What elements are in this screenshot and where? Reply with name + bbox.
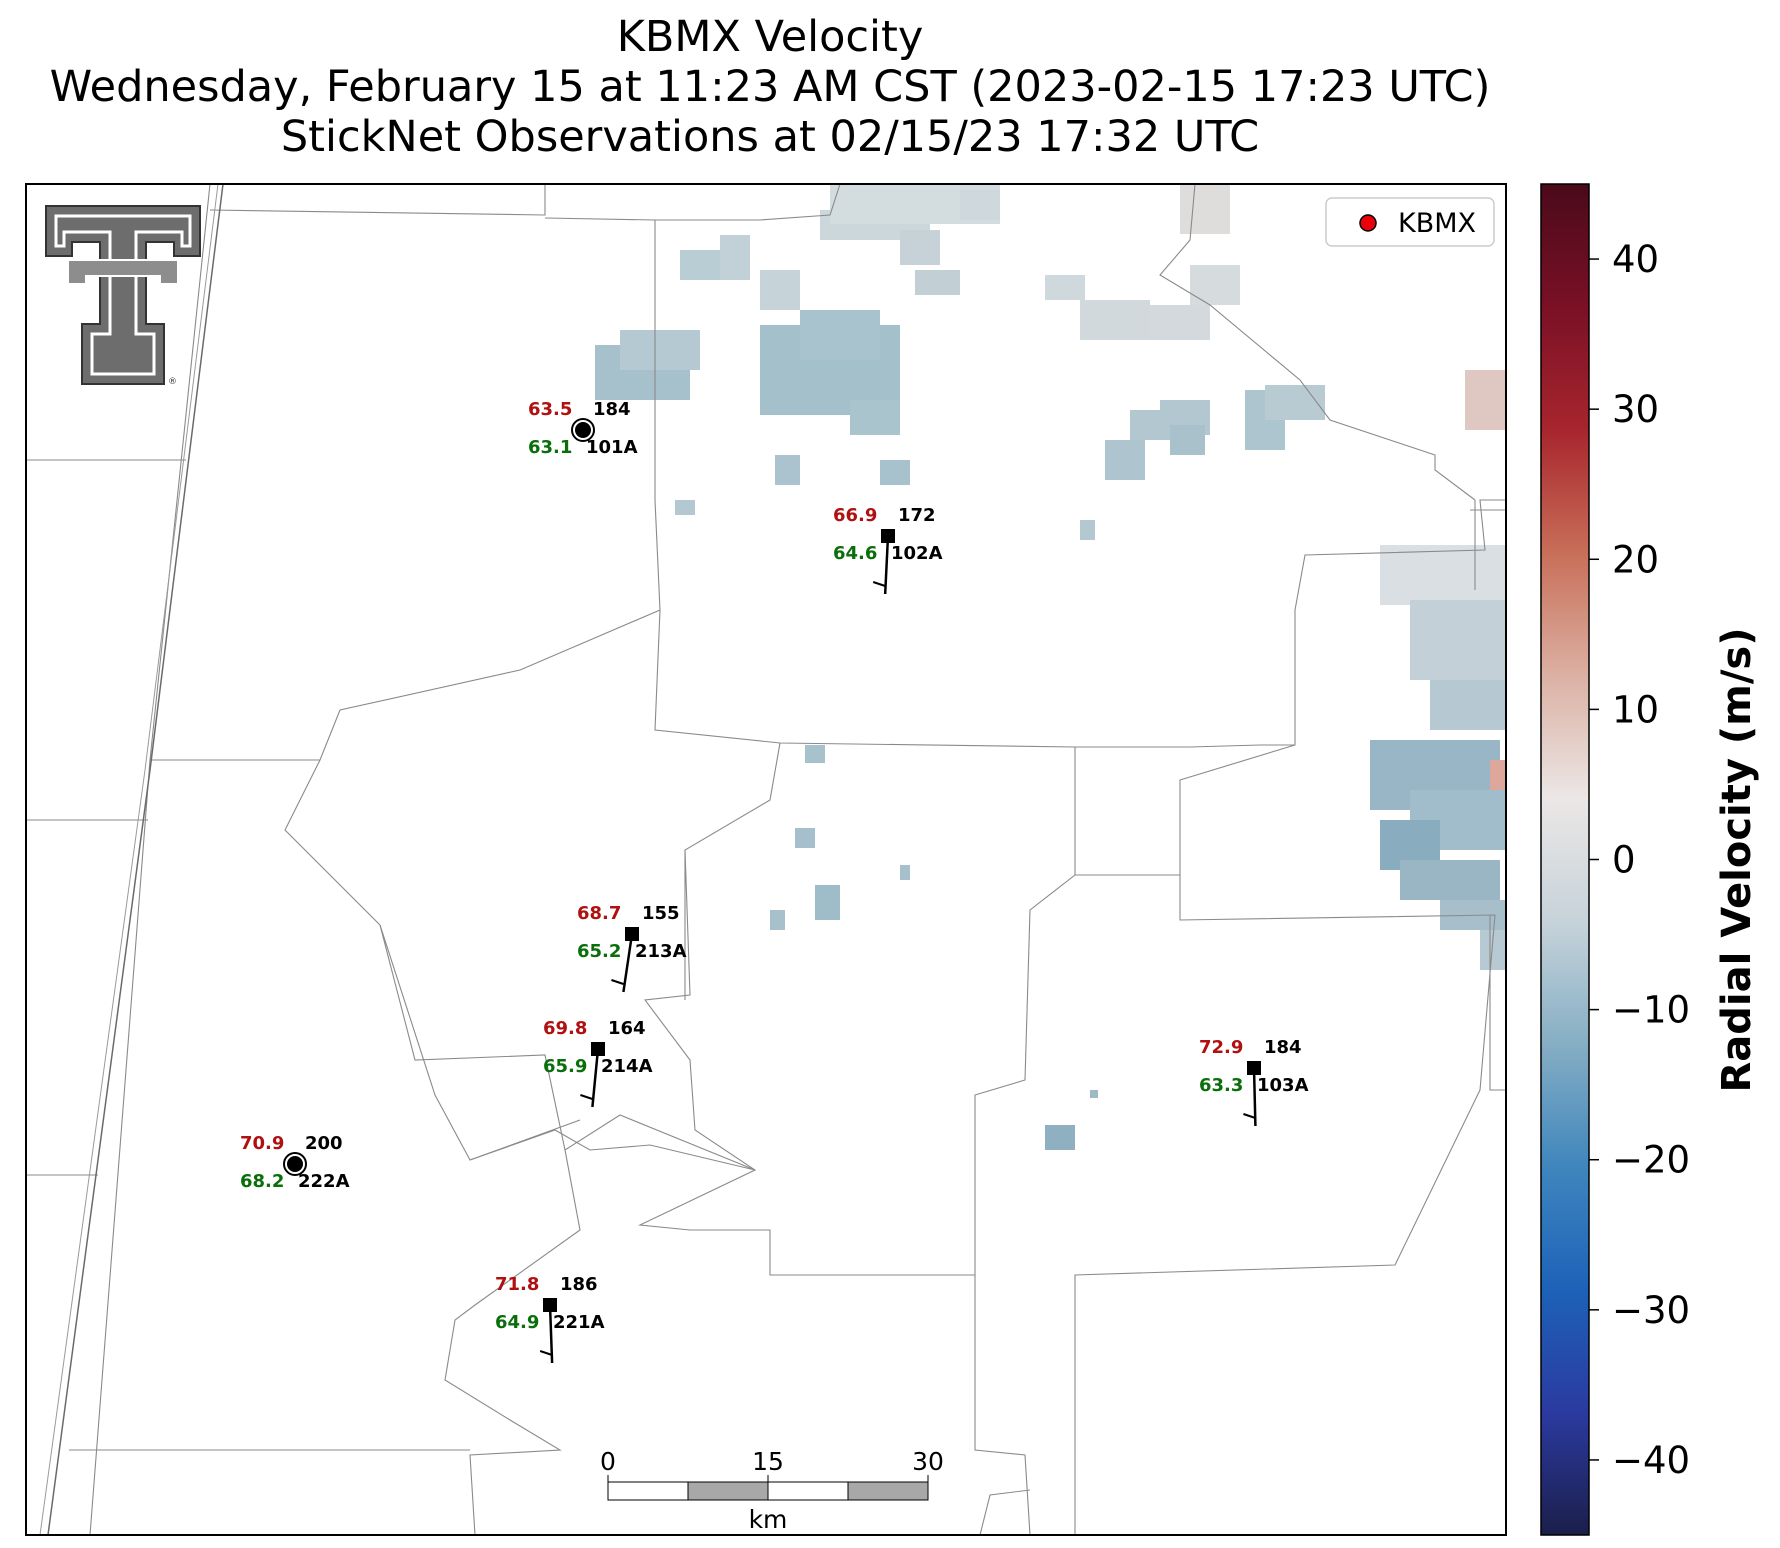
colorbar-tick-label: 40 bbox=[1612, 238, 1659, 281]
station-dewpoint: 65.9 bbox=[543, 1056, 587, 1077]
station-dewpoint: 63.3 bbox=[1199, 1075, 1243, 1096]
colorbar-ticks: 40 30 20 10 0 −10 −20 −30 −40 bbox=[1589, 238, 1690, 1482]
station-id: 222A bbox=[298, 1171, 350, 1192]
svg-text:®: ® bbox=[168, 377, 177, 387]
colorbar-tick-label: −30 bbox=[1612, 1289, 1690, 1332]
radar-echoes bbox=[595, 184, 1506, 1150]
title-line-3: StickNet Observations at 02/15/23 17:32 … bbox=[280, 112, 1260, 162]
county-boundaries bbox=[26, 184, 1506, 1535]
wind-barb-shaft bbox=[591, 1048, 600, 1108]
colorbar-strip bbox=[1540, 183, 1590, 1536]
station-222A[interactable]: 70.9 200 68.2 222A bbox=[240, 1133, 350, 1192]
station-temperature: 70.9 bbox=[240, 1133, 284, 1154]
colorbar: 40 30 20 10 0 −10 −20 −30 −40 Radial Velocity (m… bbox=[1540, 183, 1760, 1536]
wind-barb-shaft bbox=[883, 535, 890, 595]
texas-tech-double-t-logo: ® bbox=[45, 205, 201, 387]
station-id: 221A bbox=[553, 1312, 605, 1333]
station-221A[interactable]: 71.8 186 64.9 221A bbox=[495, 1274, 605, 1364]
colorbar-tick-label: −20 bbox=[1612, 1139, 1690, 1182]
station-id: 103A bbox=[1257, 1075, 1309, 1096]
legend-marker bbox=[1359, 214, 1377, 232]
station-id: 214A bbox=[601, 1056, 653, 1077]
station-wind-direction: 200 bbox=[305, 1133, 343, 1154]
legend-label: KBMX bbox=[1398, 208, 1476, 239]
station-wind-direction: 184 bbox=[593, 399, 631, 420]
station-214A[interactable]: 69.8 164 65.9 214A bbox=[543, 1018, 653, 1108]
station-id: 102A bbox=[891, 543, 943, 564]
colorbar-tick-label: 10 bbox=[1612, 688, 1659, 731]
wind-barb-shaft bbox=[1252, 1067, 1257, 1127]
station-temperature: 63.5 bbox=[528, 399, 572, 420]
station-wind-direction: 155 bbox=[642, 903, 680, 924]
station-temperature: 66.9 bbox=[833, 505, 877, 526]
wind-barb-flag bbox=[611, 979, 624, 985]
scale-label-30: 30 bbox=[912, 1447, 944, 1476]
station-dewpoint: 64.6 bbox=[833, 543, 877, 564]
station-dewpoint: 68.2 bbox=[240, 1171, 284, 1192]
station-102A[interactable]: 66.9 172 64.6 102A bbox=[833, 505, 943, 595]
colorbar-label: Radial Velocity (m/s) bbox=[1714, 627, 1760, 1092]
wind-barb-flag bbox=[1243, 1113, 1256, 1119]
station-103A[interactable]: 72.9 184 63.3 103A bbox=[1199, 1037, 1309, 1127]
scale-label-0: 0 bbox=[600, 1447, 616, 1476]
scale-unit: km bbox=[749, 1505, 788, 1534]
scale-bar: 0 15 30 km bbox=[600, 1447, 944, 1534]
colorbar-tick-label: −40 bbox=[1612, 1439, 1690, 1482]
station-marker bbox=[287, 1156, 303, 1172]
station-temperature: 68.7 bbox=[577, 903, 621, 924]
colorbar-tick-label: 20 bbox=[1612, 538, 1659, 581]
wind-barb-shaft bbox=[622, 933, 634, 993]
station-wind-direction: 172 bbox=[898, 505, 936, 526]
colorbar-tick-label: −10 bbox=[1612, 989, 1690, 1032]
wind-barb-shaft bbox=[548, 1304, 554, 1364]
calm-wind-circle bbox=[283, 1152, 307, 1176]
state-line bbox=[47, 184, 224, 1535]
station-id: 101A bbox=[586, 437, 638, 458]
station-dewpoint: 65.2 bbox=[577, 941, 621, 962]
station-temperature: 72.9 bbox=[1199, 1037, 1243, 1058]
station-101A[interactable]: 63.5 184 63.1 101A bbox=[528, 399, 638, 458]
legend: KBMX bbox=[1325, 197, 1495, 247]
station-dewpoint: 64.9 bbox=[495, 1312, 539, 1333]
station-213A[interactable]: 68.7 155 65.2 213A bbox=[577, 903, 687, 993]
calm-wind-circle bbox=[571, 418, 595, 442]
station-temperature: 71.8 bbox=[495, 1274, 539, 1295]
station-wind-direction: 186 bbox=[560, 1274, 598, 1295]
state-line-inner bbox=[39, 184, 219, 1535]
station-marker bbox=[575, 422, 591, 438]
title-line-2: Wednesday, February 15 at 11:23 AM CST (… bbox=[49, 62, 1491, 112]
colorbar-tick-label: 30 bbox=[1612, 388, 1659, 431]
station-temperature: 69.8 bbox=[543, 1018, 587, 1039]
station-wind-direction: 184 bbox=[1264, 1037, 1302, 1058]
wind-barb-flag bbox=[872, 581, 886, 587]
station-wind-direction: 164 bbox=[608, 1018, 646, 1039]
sticknet-stations: 63.5 184 63.1 101A 66.9 172 64.6 102A 68.7 155 65.… bbox=[240, 399, 1309, 1364]
wind-barb-flag bbox=[580, 1094, 593, 1100]
map-frame bbox=[25, 183, 1507, 1536]
wind-barb-flag bbox=[539, 1350, 553, 1356]
colorbar-tick-label: 0 bbox=[1612, 839, 1636, 882]
station-id: 213A bbox=[635, 941, 687, 962]
title-line-1: KBMX Velocity bbox=[616, 12, 924, 62]
scale-label-15: 15 bbox=[752, 1447, 784, 1476]
station-dewpoint: 63.1 bbox=[528, 437, 572, 458]
